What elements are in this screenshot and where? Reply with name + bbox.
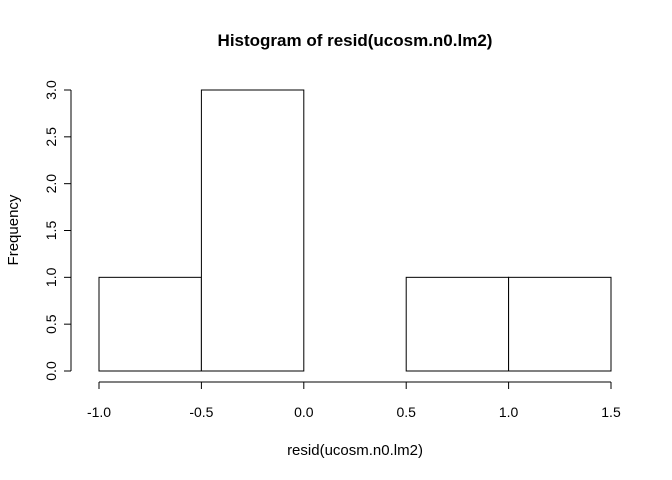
y-axis: 0.0 0.5 1.0 1.5 2.0 2.5 3.0 [43,80,72,381]
y-tick-label: 3.0 [43,80,59,100]
x-tick-label: -1.0 [87,404,111,420]
y-tick-label: 2.0 [43,174,59,194]
histogram-bar [200,89,305,372]
y-tick-label: 1.5 [43,221,59,241]
bars-group [98,89,612,372]
x-axis: -1.0 -0.5 0.0 0.5 1.0 1.5 [87,381,621,420]
histogram-bar [98,276,202,372]
histogram-bar [405,276,510,372]
x-axis-label: resid(ucosm.n0.lm2) [287,442,423,459]
chart-title: Histogram of resid(ucosm.n0.lm2) [218,31,493,50]
histogram-bar [508,276,612,372]
x-tick-label: -0.5 [189,404,213,420]
y-tick-label: 1.0 [43,267,59,287]
y-tick-label: 0.0 [43,361,59,381]
y-tick-label: 2.5 [43,127,59,147]
x-tick-label: 1.5 [601,404,621,420]
x-tick-label: 0.0 [294,404,314,420]
x-tick-label: 1.0 [499,404,519,420]
y-axis-label: Frequency [5,194,22,265]
y-tick-label: 0.5 [43,314,59,334]
x-tick-label: 0.5 [396,404,416,420]
